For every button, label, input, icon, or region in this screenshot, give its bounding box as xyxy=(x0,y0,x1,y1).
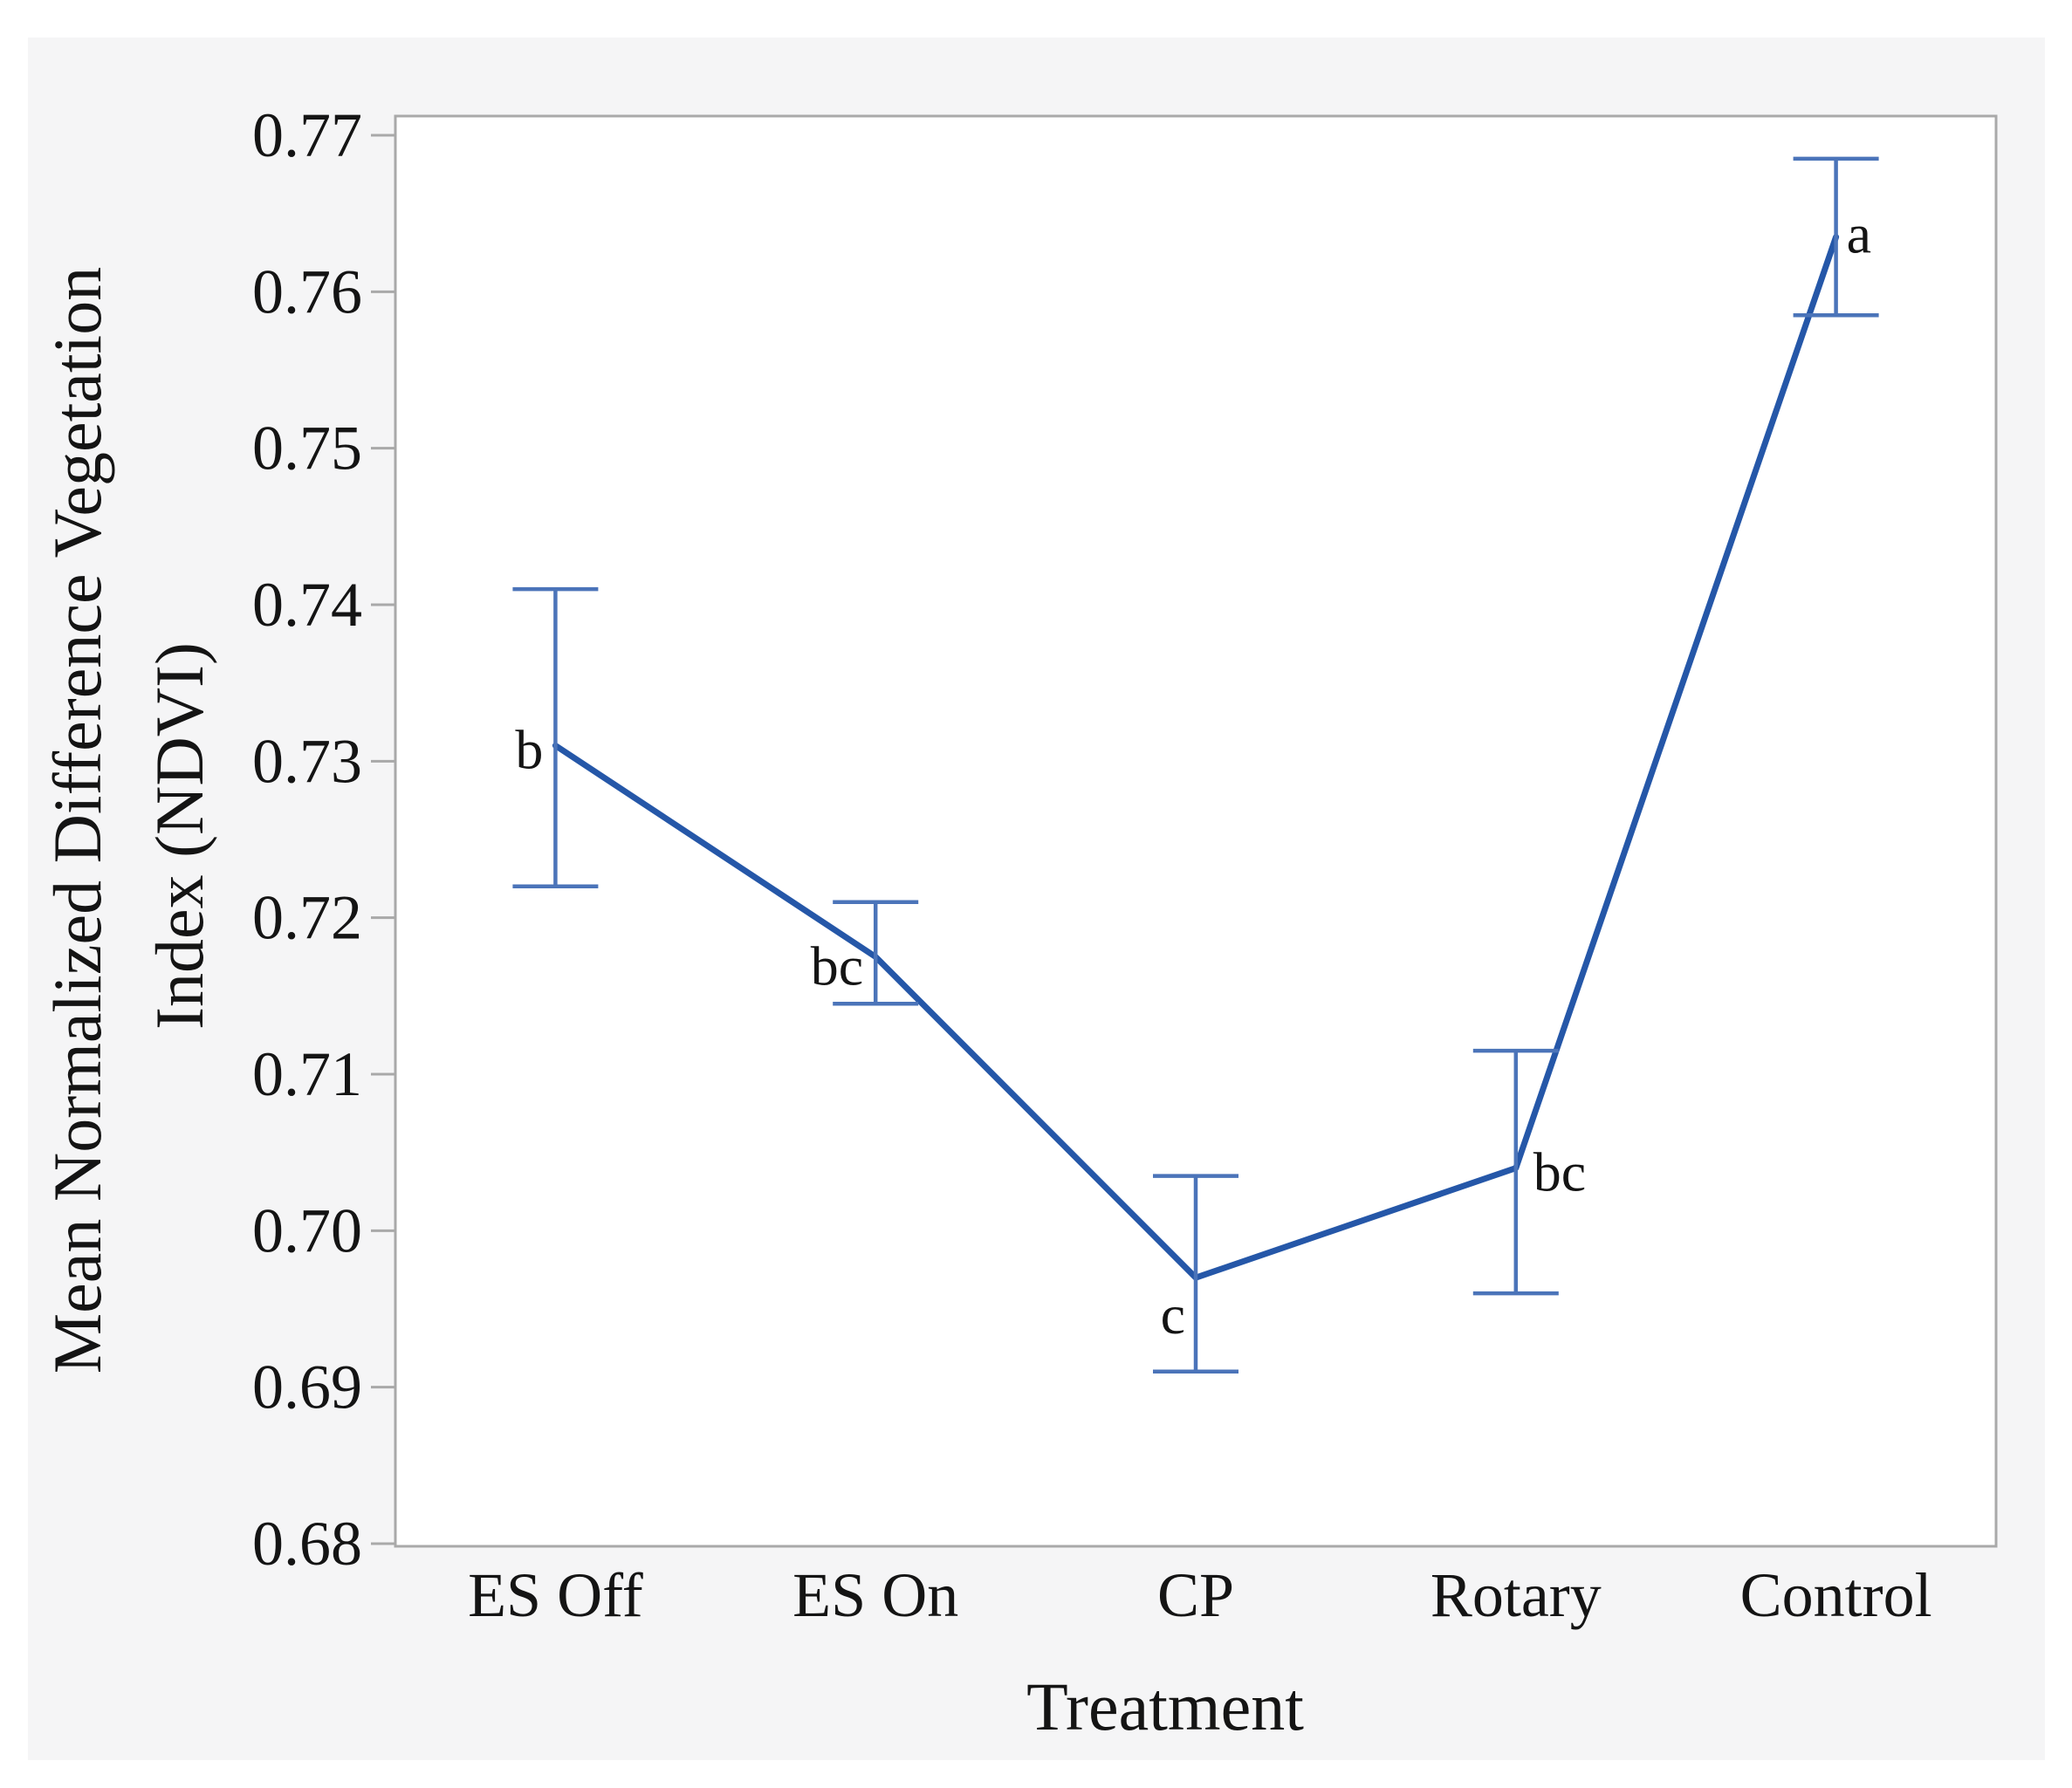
error-bar xyxy=(833,900,919,1006)
y-tick-label: 0.70 xyxy=(252,1195,362,1265)
significance-letter: a xyxy=(1847,203,1871,265)
y-tick-label: 0.68 xyxy=(252,1509,362,1579)
error-bar xyxy=(1793,156,1879,318)
error-bars xyxy=(512,156,1879,1374)
x-category-label: CP xyxy=(1157,1560,1234,1630)
y-tick-label: 0.71 xyxy=(252,1039,362,1109)
error-bar xyxy=(512,586,599,889)
x-category-label: Control xyxy=(1740,1560,1932,1630)
error-bar xyxy=(1153,1174,1238,1374)
significance-letter: bc xyxy=(1533,1141,1586,1203)
significance-letter: bc xyxy=(811,935,863,997)
significance-letter: b xyxy=(515,718,543,780)
significance-letter: c xyxy=(1161,1284,1185,1346)
y-axis-title-line-2: Index (NDVI) xyxy=(141,642,217,1030)
x-category-label: ES On xyxy=(792,1560,958,1630)
y-tick-label: 0.73 xyxy=(252,726,362,796)
y-axis-ticks: 0.68 0.69 0.70 0.71 0.72 0.73 0.74 0.75 0.76 0.77 xyxy=(252,100,395,1579)
y-tick-label: 0.74 xyxy=(252,570,362,640)
y-tick-label: 0.72 xyxy=(252,883,362,953)
y-axis-title-line-1: Mean Normalized Difference Vegetation xyxy=(39,267,115,1374)
y-tick-label: 0.75 xyxy=(252,414,362,483)
x-category-label: ES Off xyxy=(468,1560,643,1630)
x-axis-title: Treatment xyxy=(1026,1668,1304,1744)
y-tick-label: 0.77 xyxy=(252,100,362,170)
y-tick-label: 0.69 xyxy=(252,1353,362,1422)
error-bar xyxy=(1472,1048,1559,1296)
significance-letters: b bc c bc a xyxy=(515,203,1871,1346)
y-tick-label: 0.76 xyxy=(252,257,362,326)
x-axis-category-labels: ES Off ES On CP Rotary Control xyxy=(468,1560,1932,1630)
x-category-label: Rotary xyxy=(1431,1560,1602,1630)
